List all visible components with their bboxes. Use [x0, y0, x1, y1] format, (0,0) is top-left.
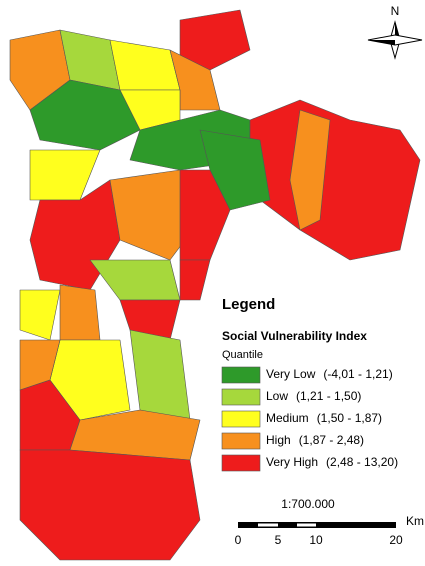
region — [199, 129, 271, 211]
legend: Legend Social Vulnerability Index Quanti… — [212, 288, 425, 484]
scale-tick-label: 20 — [389, 533, 403, 547]
legend-range: (-4,01 - 1,21) — [323, 367, 392, 381]
legend-subtitle: Social Vulnerability Index — [222, 329, 367, 343]
scale-bar-segment — [258, 523, 278, 527]
legend-swatch — [221, 432, 261, 450]
legend-range: (1,87 - 2,48) — [299, 433, 364, 447]
choropleth-map — [9, 9, 421, 561]
legend-swatch — [221, 454, 261, 472]
region — [289, 109, 331, 231]
legend-range: (1,21 - 1,50) — [296, 389, 361, 403]
region — [169, 49, 221, 111]
legend-entry: Very Low (-4,01 - 1,21) — [266, 367, 393, 381]
legend-swatch — [221, 410, 261, 428]
legend-label: High — [266, 433, 291, 447]
legend-range: (1,50 - 1,87) — [317, 411, 382, 425]
region — [69, 409, 201, 461]
region — [19, 449, 201, 561]
region — [179, 259, 211, 301]
legend-box — [212, 288, 425, 484]
legend-label: Medium — [266, 411, 309, 425]
legend-swatch — [221, 388, 261, 406]
legend-label: Very Low — [266, 367, 316, 381]
legend-method: Quantile — [222, 349, 263, 361]
north-arrow: N — [367, 4, 423, 60]
scale-bar-segment — [297, 523, 316, 527]
scale-bar-body — [238, 522, 396, 528]
legend-rows: Very Low (-4,01 - 1,21) Low (1,21 - 1,50) Me… — [221, 366, 398, 472]
legend-entry: Medium (1,50 - 1,87) — [266, 411, 382, 425]
legend-entry: Very High (2,48 - 13,20) — [266, 455, 398, 469]
scale-unit: Km — [406, 514, 424, 528]
legend-swatch — [221, 366, 261, 384]
scale-tick-label: 10 — [309, 533, 323, 547]
scale-ticks: 0 5 10 20 — [235, 533, 403, 547]
legend-label: Low — [266, 389, 288, 403]
region — [59, 284, 101, 341]
region — [179, 169, 231, 261]
scale-ratio: 1:700.000 — [281, 497, 335, 511]
scale-bar: 1:700.000 0 5 10 20 Km — [235, 497, 424, 547]
legend-title: Legend — [222, 296, 275, 313]
north-label: N — [391, 4, 400, 18]
legend-entry: High (1,87 - 2,48) — [266, 433, 364, 447]
region — [179, 9, 251, 71]
scale-tick-label: 0 — [235, 533, 242, 547]
legend-range: (2,48 - 13,20) — [326, 455, 398, 469]
arrow-half — [368, 40, 395, 45]
legend-entry: Low (1,21 - 1,50) — [266, 389, 361, 403]
scale-tick-label: 5 — [275, 533, 282, 547]
legend-label: Very High — [266, 455, 318, 469]
